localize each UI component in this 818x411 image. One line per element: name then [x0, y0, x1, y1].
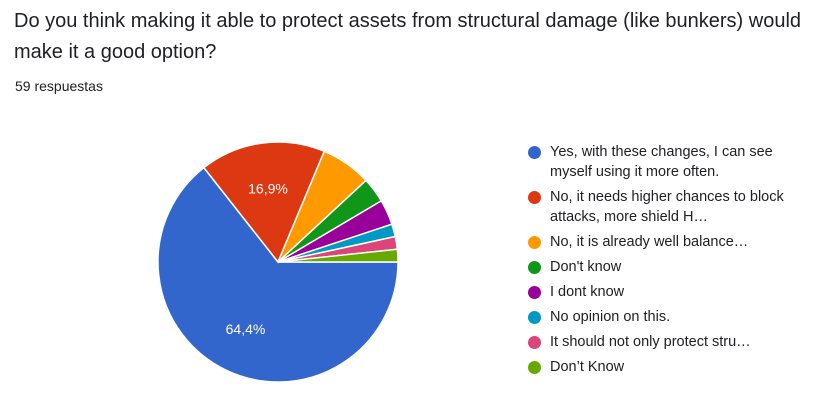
pie-slice-label-2: 16,9% — [248, 180, 288, 196]
legend-swatch-icon — [528, 336, 541, 349]
legend-item-3[interactable]: No, it is already well balance… — [528, 232, 788, 252]
pie-slice-label-1: 64,4% — [226, 321, 266, 337]
legend-label: Don't know — [550, 259, 622, 275]
legend-item-2[interactable]: No, it needs higher chances to block att… — [528, 187, 788, 227]
legend-swatch-icon — [528, 146, 541, 159]
legend-label: Don’t Know — [550, 359, 625, 375]
legend-item-4[interactable]: Don't know — [528, 257, 788, 277]
legend-label: No, it needs higher chances to block att… — [550, 189, 784, 225]
legend-item-5[interactable]: I dont know — [528, 282, 788, 302]
legend-swatch-icon — [528, 261, 541, 274]
legend-label: It should not only protect stru… — [550, 334, 751, 350]
chart-legend: Yes, with these changes, I can see mysel… — [528, 142, 788, 382]
pie-slice-2[interactable] — [202, 141, 326, 264]
question-title: Do you think making it able to protect a… — [14, 10, 802, 63]
legend-swatch-icon — [528, 236, 541, 249]
legend-swatch-icon — [528, 286, 541, 299]
legend-item-8[interactable]: Don’t Know — [528, 357, 788, 377]
legend-swatch-icon — [528, 311, 541, 324]
legend-item-7[interactable]: It should not only protect stru… — [528, 332, 788, 352]
legend-label: Yes, with these changes, I can see mysel… — [550, 144, 773, 180]
legend-label: I dont know — [550, 284, 625, 300]
pie-slice-1[interactable] — [157, 166, 399, 383]
legend-item-6[interactable]: No opinion on this. — [528, 307, 788, 327]
legend-swatch-icon — [528, 361, 541, 374]
legend-label: No, it is already well balance… — [550, 234, 749, 250]
response-count: 59 respuestas — [15, 78, 103, 94]
legend-item-1[interactable]: Yes, with these changes, I can see mysel… — [528, 142, 788, 182]
pie-slice-8[interactable] — [277, 248, 399, 263]
legend-label: No opinion on this. — [550, 309, 671, 325]
legend-swatch-icon — [528, 191, 541, 204]
